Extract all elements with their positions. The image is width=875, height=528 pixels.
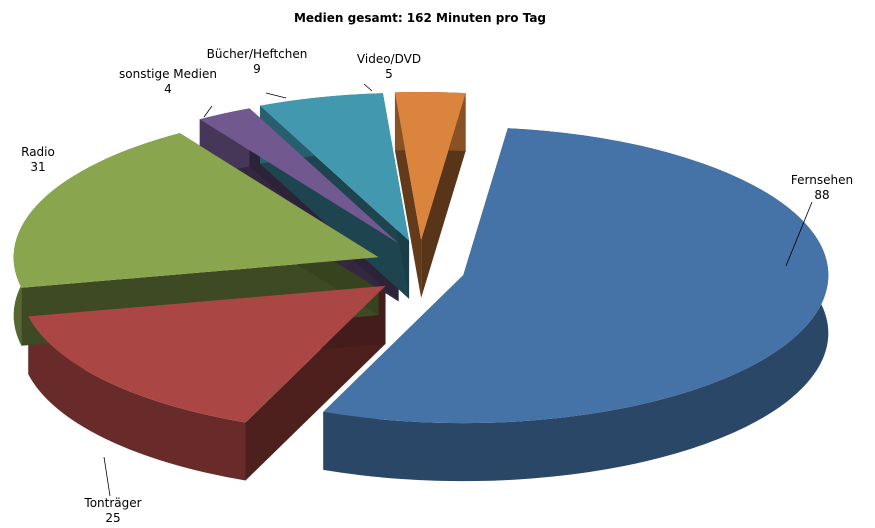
slice-buecher-heftchen — [259, 93, 410, 241]
label-name-fernsehen: Fernsehen — [791, 173, 853, 187]
leader-lines — [103, 83, 813, 497]
slice-sonstige-medien — [199, 108, 399, 244]
leader-line-buecher — [265, 92, 287, 99]
label-value-sonstige: 4 — [164, 82, 172, 96]
label-value-radio: 31 — [30, 160, 45, 174]
slice-video-dvd — [394, 92, 466, 241]
label-value-video: 5 — [385, 67, 393, 81]
label-name-radio: Radio — [21, 145, 55, 159]
slice-fernsehen — [323, 128, 829, 424]
label-name-sonstige: sonstige Medien — [119, 67, 217, 81]
leader-line-tontraeger — [103, 456, 111, 497]
slice-tops — [13, 92, 829, 424]
leader-line-fernsehen — [785, 201, 813, 267]
label-value-tontraeger: 25 — [105, 511, 120, 525]
label-value-buecher: 9 — [253, 62, 261, 76]
label-name-buecher: Bücher/Heftchen — [207, 47, 308, 61]
data-labels: Fernsehen 88 Tonträger 25 Radio 31 sonst… — [21, 47, 853, 525]
slice-rim-tontraeger — [28, 316, 246, 481]
label-name-tontraeger: Tonträger — [83, 496, 141, 510]
slice-tontraeger — [28, 285, 386, 423]
leader-line-sonstige — [203, 105, 213, 118]
label-value-fernsehen: 88 — [814, 188, 829, 202]
chart-title: Medien gesamt: 162 Minuten pro Tag — [294, 11, 546, 25]
label-name-video: Video/DVD — [357, 52, 421, 66]
leader-line-video — [363, 83, 373, 92]
slice-radio — [13, 133, 379, 288]
